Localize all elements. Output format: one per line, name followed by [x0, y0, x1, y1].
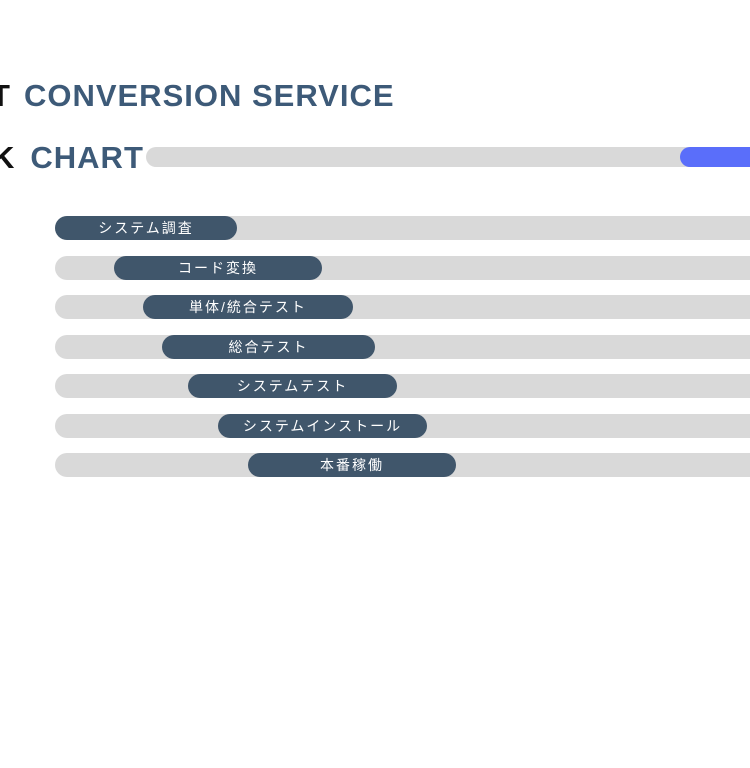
- gantt-track: [55, 374, 750, 398]
- gantt-task-bar: コード変換: [114, 255, 322, 280]
- progress-bar-fill: [679, 147, 750, 167]
- gantt-task-bar: システム調査: [55, 216, 237, 240]
- gantt-task-bar: 本番稼働: [248, 453, 456, 477]
- gantt-chart: システム調査コード変換単体/統合テスト総合テストシステムテストシステムインストー…: [55, 216, 750, 477]
- gantt-row: 本番稼働: [55, 453, 750, 477]
- page-title-clipped-letter: T: [0, 78, 11, 113]
- gantt-row: システムインストール: [55, 413, 750, 438]
- gantt-task-bar: システムインストール: [218, 413, 427, 438]
- gantt-row: システム調査: [55, 216, 750, 240]
- chart-subtitle-text: CHART: [30, 140, 144, 175]
- gantt-row: 単体/統合テスト: [55, 295, 750, 319]
- chart-subtitle: K CHART: [0, 142, 144, 173]
- gantt-row: システムテスト: [55, 374, 750, 398]
- page-title-text: CONVERSION SERVICE: [23, 78, 395, 113]
- page-title: T CONVERSION SERVICE: [0, 80, 395, 111]
- chart-subtitle-clipped-letter: K: [0, 140, 16, 175]
- gantt-row: コード変換: [55, 255, 750, 280]
- progress-bar: [146, 147, 750, 167]
- gantt-task-bar: システムテスト: [188, 374, 397, 398]
- gantt-row: 総合テスト: [55, 334, 750, 359]
- gantt-task-bar: 単体/統合テスト: [143, 295, 353, 319]
- gantt-task-bar: 総合テスト: [162, 334, 375, 359]
- gantt-track: [55, 334, 750, 359]
